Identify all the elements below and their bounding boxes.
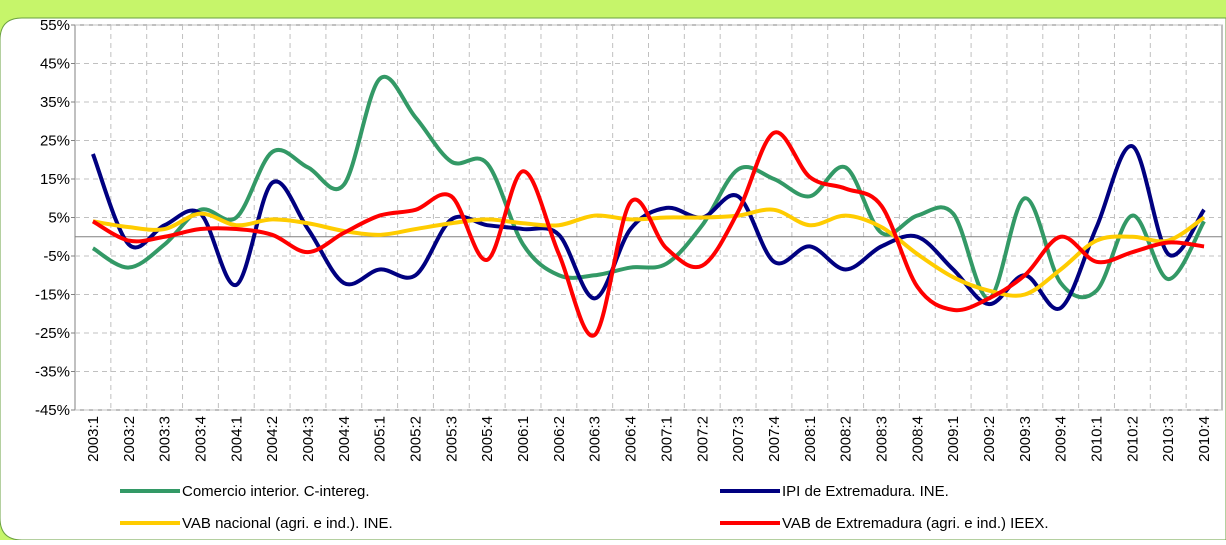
x-tick-label: 2004:2 <box>264 416 281 462</box>
series-line <box>91 144 1206 311</box>
y-tick-label: 35% <box>40 94 70 111</box>
x-tick-label: 2005:4 <box>479 416 496 462</box>
x-tick-label: 2005:1 <box>372 416 389 462</box>
legend-label: Comercio interior. C-intereg. <box>182 483 370 500</box>
x-tick-label: 2005:2 <box>408 416 425 462</box>
x-tick-label: 2010:2 <box>1124 416 1141 462</box>
x-tick-label: 2003:1 <box>85 416 102 462</box>
x-tick-label: 2009:2 <box>981 416 998 462</box>
x-tick-label: 2006:1 <box>515 416 532 462</box>
y-tick-label: -15% <box>35 287 70 304</box>
x-tick-label: 2005:3 <box>443 416 460 462</box>
legend-label: IPI de Extremadura. INE. <box>782 483 949 500</box>
x-tick-label: 2006:3 <box>587 416 604 462</box>
x-tick-label: 2008:1 <box>802 416 819 462</box>
x-tick-label: 2009:4 <box>1053 416 1070 462</box>
x-tick-label: 2008:3 <box>873 416 890 462</box>
x-tick-label: 2009:3 <box>1017 416 1034 462</box>
x-tick-label: 2010:4 <box>1196 416 1213 462</box>
x-tick-label: 2006:4 <box>623 416 640 462</box>
x-tick-label: 2003:2 <box>121 416 138 462</box>
x-tick-label: 2008:4 <box>909 416 926 462</box>
x-tick-label: 2007:1 <box>658 416 675 462</box>
series-line <box>91 130 1205 338</box>
y-tick-label: 55% <box>40 17 70 34</box>
x-tick-label: 2008:2 <box>838 416 855 462</box>
x-tick-label: 2007:4 <box>766 416 783 462</box>
x-tick-label: 2003:3 <box>157 416 174 462</box>
y-tick-label: 25% <box>40 133 70 150</box>
x-tick-label: 2004:1 <box>228 416 245 462</box>
x-tick-label: 2010:3 <box>1160 416 1177 462</box>
y-tick-label: 5% <box>48 210 70 227</box>
x-tick-label: 2003:4 <box>192 416 209 462</box>
x-tick-label: 2006:2 <box>551 416 568 462</box>
x-tick-label: 2007:3 <box>730 416 747 462</box>
x-tick-label: 2009:1 <box>945 416 962 462</box>
y-tick-label: 45% <box>40 56 70 73</box>
y-tick-label: -5% <box>43 248 70 265</box>
x-tick-label: 2010:1 <box>1089 416 1106 462</box>
legend-label: VAB nacional (agri. e ind.). INE. <box>182 515 393 532</box>
series-line <box>91 74 1206 301</box>
legend-label: VAB de Extremadura (agri. e ind.) IEEX. <box>782 515 1049 532</box>
y-tick-label: 15% <box>40 171 70 188</box>
x-tick-label: 2007:2 <box>694 416 711 462</box>
x-tick-label: 2004:4 <box>336 416 353 462</box>
y-tick-label: -45% <box>35 402 70 419</box>
y-tick-label: -35% <box>35 364 70 381</box>
y-tick-label: -25% <box>35 325 70 342</box>
x-tick-label: 2004:3 <box>300 416 317 462</box>
